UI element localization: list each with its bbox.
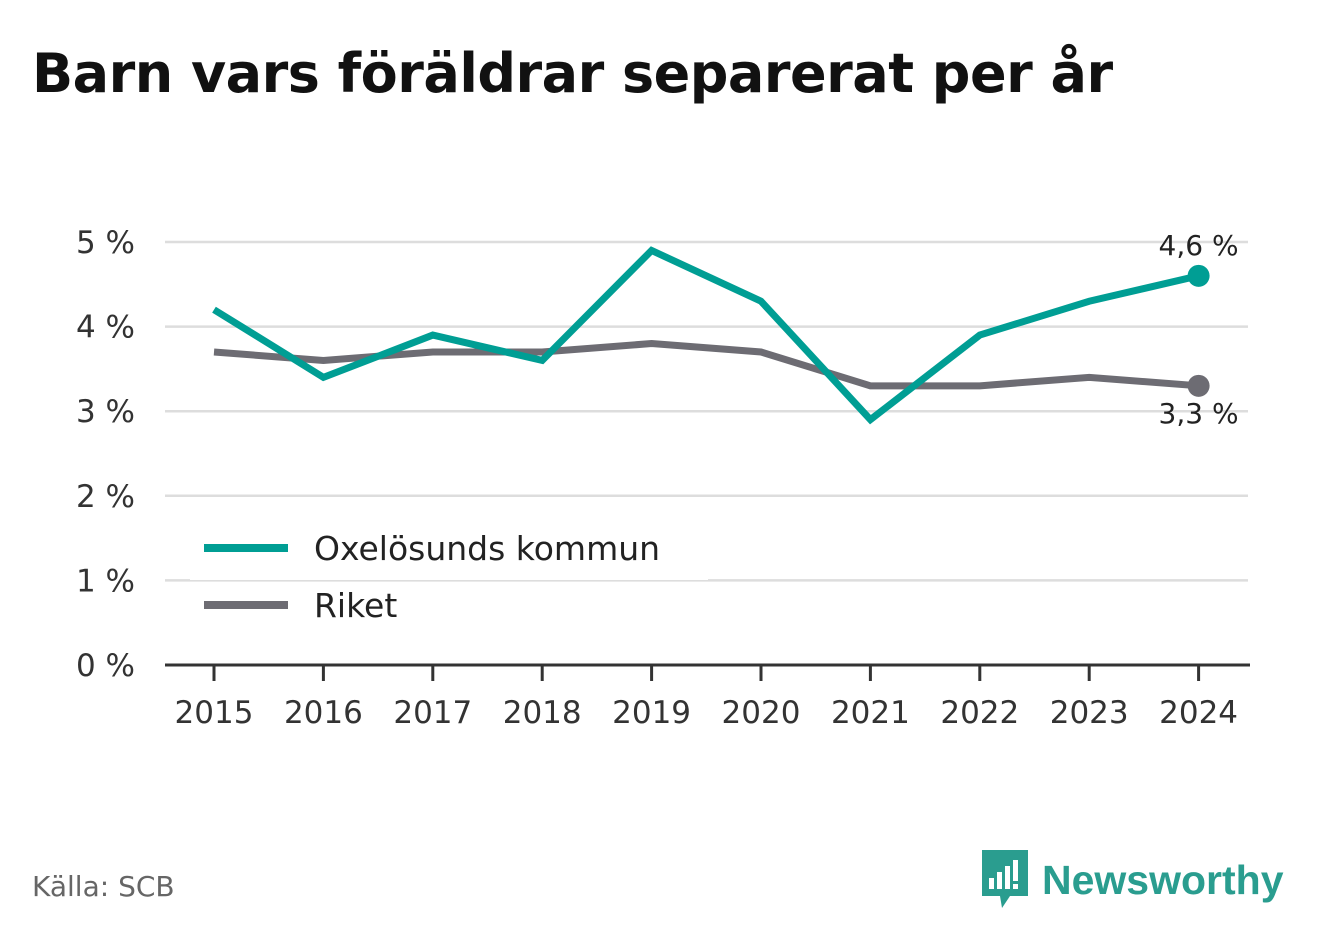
x-tick-label: 2024 (1159, 695, 1238, 731)
x-tick-label: 2019 (612, 695, 691, 731)
y-tick-label: 0 % (76, 648, 135, 684)
series-end-point (1187, 374, 1210, 397)
y-tick-label: 1 % (76, 563, 135, 599)
end-value-label: 4,6 % (1159, 229, 1239, 262)
y-tick-label: 4 % (76, 310, 135, 346)
x-tick-label: 2022 (940, 695, 1019, 731)
series-lines: 4,6 % 3,3 % (212, 229, 1239, 430)
newsworthy-logo: Newsworthy (980, 848, 1284, 912)
y-axis-ticks: 0 % 1 % 2 % 3 % 4 % 5 % (76, 225, 135, 684)
x-tick-label: 2020 (722, 695, 801, 731)
x-tick-label: 2016 (284, 695, 363, 731)
chart-title: Barn vars föräldrar separerat per år (32, 42, 1113, 105)
gridlines (165, 240, 1248, 582)
x-tick-label: 2015 (175, 695, 254, 731)
x-tick-label: 2021 (831, 695, 910, 731)
brand-name: Newsworthy (1042, 856, 1284, 903)
legend-label: Oxelösunds kommun (314, 529, 660, 568)
legend-label: Riket (314, 586, 397, 625)
y-tick-label: 2 % (76, 479, 135, 515)
y-tick-label: 5 % (76, 225, 135, 261)
x-tick-label: 2023 (1050, 695, 1129, 731)
x-tick-label: 2017 (393, 695, 472, 731)
source-note: Källa: SCB (32, 870, 175, 903)
y-tick-label: 3 % (76, 394, 135, 430)
series-line-oxelosund (212, 246, 1200, 425)
legend: Oxelösunds kommun Riket (190, 522, 708, 625)
newsworthy-logo-icon (982, 850, 1028, 908)
end-value-label: 3,3 % (1159, 397, 1239, 430)
series-end-point (1187, 264, 1210, 287)
x-axis: 2015 2016 2017 2018 2019 2020 2021 2022 2023 2024 (165, 663, 1250, 731)
x-tick-label: 2018 (503, 695, 582, 731)
